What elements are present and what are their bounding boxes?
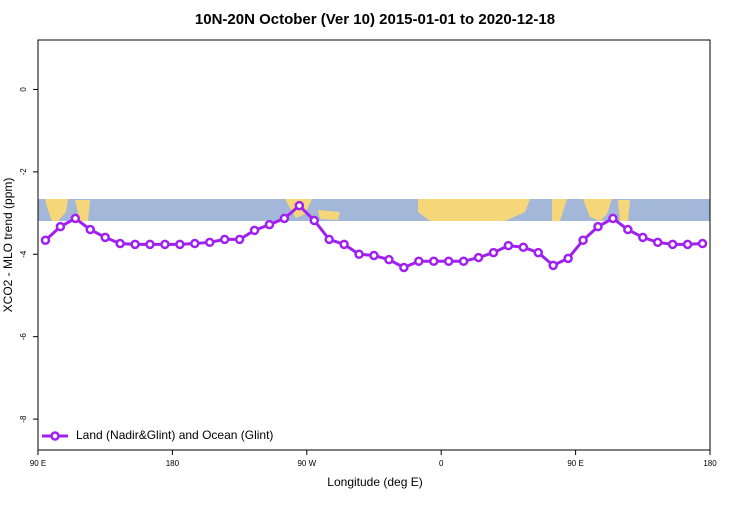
point (294, 200, 305, 211)
point (697, 238, 708, 249)
y-axis-label: XCO2 - MLO trend (ppm) (1, 178, 15, 313)
y-tick-label: -2 (19, 168, 28, 176)
plot-frame (37, 39, 711, 451)
point (324, 234, 334, 245)
point (414, 256, 424, 267)
point (55, 221, 66, 232)
point (130, 239, 140, 250)
point (234, 234, 245, 245)
point (204, 237, 215, 248)
point (175, 239, 185, 250)
x-tick-label: 180 (166, 459, 180, 468)
point (190, 238, 200, 249)
point (399, 262, 409, 273)
point (145, 239, 155, 250)
point (70, 213, 81, 224)
point (160, 239, 170, 250)
point (533, 247, 544, 258)
point (428, 256, 439, 267)
y-tick-label: -8 (19, 415, 28, 423)
point (264, 219, 275, 230)
point (339, 239, 349, 250)
point (578, 235, 588, 246)
point (548, 260, 558, 271)
chart-title: 10N-20N October (Ver 10) 2015-01-01 to 2… (195, 11, 555, 28)
point (503, 240, 514, 251)
y-tick-label: -4 (19, 250, 28, 258)
y-tick-label: 0 (19, 87, 28, 92)
point (608, 213, 618, 224)
point (40, 235, 51, 246)
point (488, 247, 499, 258)
point (652, 237, 663, 248)
point (593, 221, 603, 232)
point (369, 250, 379, 261)
x-axis-label: Longitude (deg E) (327, 475, 422, 489)
x-tick-label: 90 W (297, 459, 316, 468)
point (667, 239, 678, 250)
x-tick-label: 180 (703, 459, 717, 468)
point (279, 213, 290, 224)
y-tick-label: -6 (19, 333, 28, 341)
legend-marker (50, 431, 60, 441)
legend-label: Land (Nadir&Glint) and Ocean (Glint) (76, 428, 273, 442)
point (473, 252, 484, 263)
point (458, 256, 469, 267)
point (249, 225, 260, 236)
point (682, 239, 693, 250)
x-tick-label: 90 E (567, 459, 583, 468)
point (309, 215, 320, 226)
x-tick-label: 0 (439, 459, 444, 468)
point (623, 224, 633, 235)
point (443, 256, 454, 267)
point (518, 242, 529, 253)
point (100, 232, 110, 243)
x-tick-label: 90 E (30, 459, 46, 468)
point (354, 249, 364, 260)
point (115, 238, 125, 249)
point (384, 254, 394, 265)
point (638, 232, 648, 243)
point (85, 224, 96, 235)
point (219, 234, 230, 245)
point (563, 253, 573, 264)
